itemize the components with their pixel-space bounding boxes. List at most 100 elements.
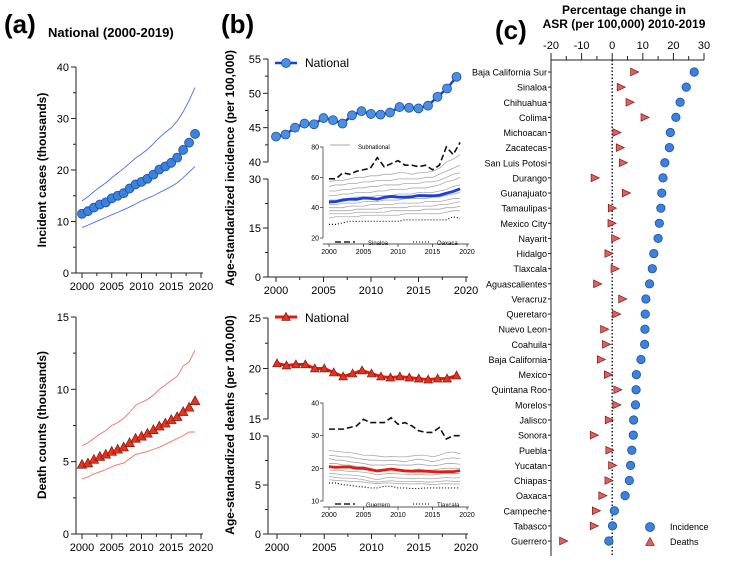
c-deaths-point (608, 461, 618, 470)
c-state-label: Michoacan (503, 128, 547, 138)
c-state-label: Nuevo Leon (498, 325, 547, 335)
c-deaths-point (604, 249, 614, 258)
b-top-national-point (318, 113, 329, 123)
c-legend-deaths: Deaths (670, 537, 699, 547)
b-bottom-national-point (413, 373, 424, 383)
b_top-x-tick-label: 2010 (359, 285, 383, 297)
a_top-y-tick-label: 30 (57, 114, 69, 126)
c-deaths-point (596, 355, 607, 364)
c-state-label: Chiapas (514, 476, 548, 486)
b_top-x-tick-label: 2020 (454, 285, 478, 297)
b_top-inset-x-tick-label: 2010 (390, 249, 406, 256)
b_bottom-inset-high-line (329, 416, 461, 440)
c-incidence-point (628, 430, 638, 440)
b-top-national-point (423, 100, 433, 111)
a_bottom-x-tick-label: 2015 (159, 542, 183, 554)
c-x-tick-label: 30 (698, 40, 710, 52)
c-state-label: Mexico (518, 370, 547, 380)
a-bottom-death-point (183, 401, 195, 412)
panel-label-c: (c) (495, 15, 527, 45)
c-incidence-point (644, 279, 655, 289)
b-top-national-point (299, 118, 310, 129)
a_top-y-tick-label: 40 (57, 62, 69, 74)
a-bottom-lower-bound (81, 431, 196, 480)
c-state-label: Sinaloa (517, 83, 547, 93)
c-incidence-point (629, 415, 639, 425)
b_top-y-tick-label: 15 (249, 223, 261, 235)
c-state-label: Morelos (515, 400, 548, 410)
b-top-national-point (442, 83, 452, 94)
c-state-label: Hidalgo (516, 249, 547, 259)
b-top-national-point (404, 102, 414, 113)
b_top-inset-subnational-line (329, 205, 461, 215)
c-incidence-point (631, 385, 641, 395)
b-bottom-national-point (451, 370, 462, 380)
c-incidence-point (660, 158, 670, 168)
c-incidence-point (656, 203, 666, 213)
b-top-national-point (366, 109, 376, 119)
b-bottom-national-point (309, 363, 320, 373)
c-x-tick-label: -10 (574, 40, 590, 52)
b_top-y-tick-label: 0 (255, 272, 261, 284)
b-top-national-point (347, 110, 357, 121)
panel-label-a: (a) (4, 9, 36, 39)
b_top-inset-x-tick-label: 2015 (425, 249, 441, 256)
c-deaths-point (630, 67, 640, 77)
c-incidence-point (640, 324, 650, 334)
b_bottom-y-tick-label: 25 (249, 313, 261, 325)
a_bottom-x-tick-label: 2010 (129, 542, 153, 554)
c-x-tick-label: -20 (543, 40, 559, 52)
b_bottom-y-tick-label: 10 (249, 431, 261, 443)
c-incidence-point (640, 339, 650, 349)
b-bottom-national-point (385, 372, 396, 382)
b_top-inset-national-line (328, 187, 461, 204)
c-incidence-point (675, 97, 685, 107)
b_bottom-inset-subnational-line (328, 469, 461, 476)
b_top-y-tick-label: 50 (249, 88, 261, 100)
b_top-inset-subnational-line (329, 176, 461, 196)
c-deaths-point (600, 324, 610, 334)
b-top-national-point (413, 103, 424, 114)
c-incidence-point (609, 506, 619, 516)
b_top-inset-subnational-line (329, 172, 461, 192)
b_bottom-x-tick-label: 2005 (312, 542, 336, 554)
b_bottom-y-tick-label: 20 (249, 364, 261, 376)
a-bottom-upper-bound (81, 350, 196, 447)
b-top-national-point (394, 102, 405, 112)
b-top-national-point (290, 122, 300, 133)
b_bottom-x-tick-label: 2020 (454, 542, 478, 554)
b_top-inset-low-line (329, 216, 461, 225)
a_top-y-tick-label: 10 (57, 217, 69, 229)
c-deaths-point (615, 143, 626, 153)
c-incidence-point (681, 82, 691, 92)
b_top-x-tick-label: 2005 (311, 285, 335, 297)
a_top-x-tick-label: 2010 (129, 281, 153, 293)
a-top-incidence-point (190, 129, 200, 139)
c-state-label: Quintana Roo (491, 385, 547, 395)
a_top-x-tick-label: 2005 (100, 281, 124, 293)
a-top-incidence-point (172, 152, 183, 163)
b_top-y-tick-label: 40 (249, 157, 261, 169)
b-bottom-ylabel: Age-standardized deaths (per 100,000) (223, 315, 237, 534)
c-deaths-point (618, 294, 628, 304)
b_top-inset-x-tick-label: 2005 (356, 249, 372, 256)
b_top-inset-y-tick-label: 60 (311, 175, 319, 182)
c-state-label: Oaxaca (516, 491, 547, 501)
b-bottom-national-point (394, 371, 405, 381)
b-bottom-national-point (442, 373, 452, 383)
c-state-label: Tamaulipas (501, 204, 547, 214)
a_bottom-x-tick-label: 2000 (70, 542, 94, 554)
c-deaths-point (602, 339, 612, 349)
c-incidence-point (627, 445, 637, 455)
c-incidence-point (654, 218, 664, 228)
c-deaths-point (598, 491, 608, 501)
c-incidence-point (624, 475, 634, 486)
a-top-ylabel: Incident cases (thousands) (35, 93, 49, 248)
b-top-national-point (451, 71, 462, 82)
c-deaths-point (622, 188, 632, 198)
c-state-label: Mexico City (500, 219, 547, 229)
c-incidence-point (631, 369, 641, 380)
b-top-national-point (280, 129, 291, 140)
c-deaths-point (640, 113, 650, 122)
inset-bottom-legend-high: Guerrero (366, 503, 391, 509)
